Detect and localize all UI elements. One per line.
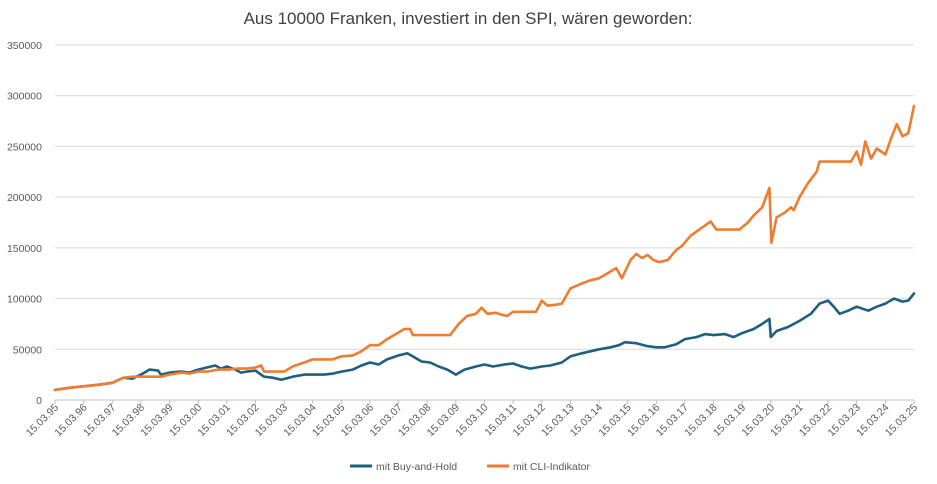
y-axis-tick-labels: 0 50000 100000 150000 200000 250000 300000 3500… [7, 40, 42, 407]
gridlines [55, 44, 914, 401]
y-tick-label: 50000 [13, 344, 42, 356]
legend-label: mit Buy-and-Hold [376, 461, 457, 473]
y-tick-label: 250000 [7, 141, 42, 153]
legend: mit Buy-and-Hold mit CLI-Indikator [350, 461, 591, 473]
y-tick-label: 150000 [7, 243, 42, 255]
plot-area [53, 104, 916, 392]
x-axis-tick-labels: 15.03.9515.03.9615.03.9715.03.9815.03.99… [24, 400, 920, 439]
y-tick-label: 300000 [7, 91, 42, 103]
series-line-cli-indikator [53, 104, 916, 392]
series-line-buy-and-hold [53, 292, 916, 392]
y-tick-label: 350000 [7, 40, 42, 52]
y-tick-label: 100000 [7, 294, 42, 306]
legend-label: mit CLI-Indikator [513, 461, 591, 473]
y-tick-label: 0 [36, 395, 42, 407]
y-tick-label: 200000 [7, 192, 42, 204]
chart-title: Aus 10000 Franken, investiert in den SPI… [244, 9, 693, 28]
